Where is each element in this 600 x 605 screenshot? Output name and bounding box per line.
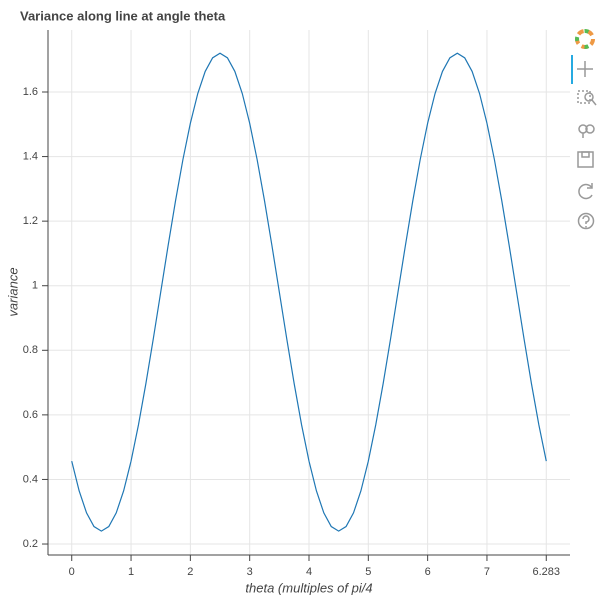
y-tick-label: 0.6 [23,409,38,421]
x-tick-label: 0 [69,566,75,578]
x-tick-label: 4 [306,566,312,578]
x-axis-label: theta (multiples of pi/4 [245,580,372,595]
x-tick-label: 6.283 [533,566,561,578]
y-tick-label: 1.2 [23,215,38,227]
x-tick-label: 3 [247,566,253,578]
x-tick-label: 1 [128,566,134,578]
toolbar [571,29,597,230]
pan-tool[interactable] [577,61,593,77]
line-series [71,52,547,532]
x-tick-label: 6 [425,566,431,578]
plot-area: 0.2 0.4 0.6 0.8 1 1.2 1.4 1.6 0 1 2 3 4 5 6 7 6.283 [23,30,570,578]
box-zoom-tool[interactable] [577,90,597,106]
y-axis-label: variance [5,267,20,316]
bokeh-logo [575,29,595,49]
save-tool[interactable] [577,151,594,168]
y-tick-label: 1.4 [23,150,38,162]
y-tick-label: 1.6 [23,86,38,98]
chart-title: Variance along line at angle theta [20,8,226,23]
y-tick-label: 0.2 [23,538,38,550]
help-tool[interactable] [577,212,595,230]
wheel-zoom-tool[interactable] [578,124,595,138]
y-tick-label: 0.8 [23,344,38,356]
reset-tool[interactable] [578,183,593,200]
x-tick-label: 7 [484,566,490,578]
x-tick-label: 5 [365,566,371,578]
x-tick-label: 2 [187,566,193,578]
y-tick-label: 0.4 [23,473,38,485]
y-tick-label: 1 [32,280,38,292]
